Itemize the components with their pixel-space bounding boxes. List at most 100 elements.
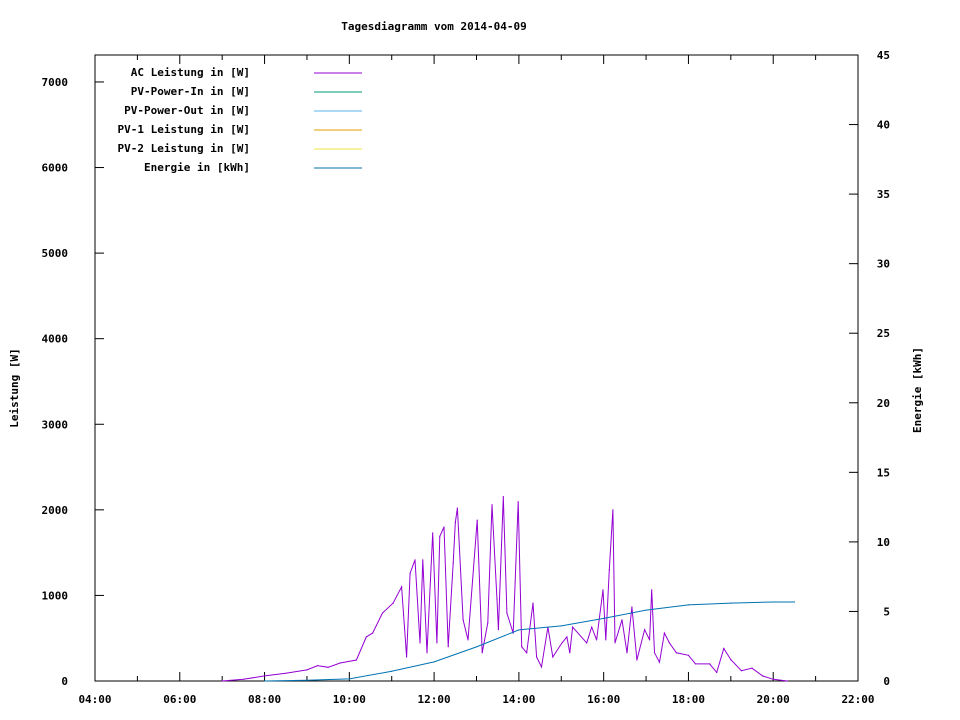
data-point xyxy=(381,612,384,614)
y2-tick-label: 30 xyxy=(877,258,890,271)
data-point xyxy=(405,656,408,658)
x-tick-label: 16:00 xyxy=(587,693,620,706)
data-point xyxy=(517,501,519,503)
data-point xyxy=(596,639,598,641)
data-point xyxy=(668,642,670,644)
data-point xyxy=(687,604,690,606)
legend-label: AC Leistung in [W] xyxy=(131,66,250,79)
data-point xyxy=(526,652,528,654)
y-tick-label: 7000 xyxy=(42,76,69,89)
data-point xyxy=(561,642,563,644)
y2-tick-label: 20 xyxy=(877,397,890,410)
data-point xyxy=(552,656,554,658)
data-point xyxy=(626,652,628,654)
data-point xyxy=(535,656,538,658)
y2-axis-label: Energie [kWh] xyxy=(911,347,924,433)
y-tick-label: 5000 xyxy=(42,247,69,260)
y2-tick-label: 40 xyxy=(877,119,890,132)
data-point xyxy=(675,652,678,654)
x-tick-label: 08:00 xyxy=(248,693,281,706)
data-point xyxy=(348,678,350,680)
data-point xyxy=(419,642,421,644)
data-point xyxy=(432,532,434,534)
legend-label: PV-Power-Out in [W] xyxy=(124,104,250,117)
y-tick-label: 4000 xyxy=(42,333,69,346)
data-point xyxy=(476,519,478,521)
data-point xyxy=(730,602,732,604)
data-point xyxy=(496,599,498,601)
data-point xyxy=(560,625,562,627)
y2-tick-label: 15 xyxy=(877,466,890,479)
data-point xyxy=(365,636,367,638)
data-point xyxy=(355,659,357,661)
data-point xyxy=(391,670,393,672)
x-tick-label: 20:00 xyxy=(757,693,790,706)
y2-tick-label: 0 xyxy=(883,675,890,688)
y2-tick-label: 10 xyxy=(877,536,890,549)
data-point xyxy=(475,646,478,648)
data-point xyxy=(569,652,571,654)
data-point xyxy=(339,662,341,664)
x-tick-label: 14:00 xyxy=(502,693,535,706)
data-point xyxy=(687,654,690,656)
data-point xyxy=(401,586,403,588)
data-point xyxy=(392,602,394,604)
y2-tick-label: 5 xyxy=(883,605,890,618)
data-point xyxy=(502,495,504,498)
data-point xyxy=(487,622,489,624)
data-point xyxy=(497,629,500,631)
data-point xyxy=(422,559,424,561)
data-point xyxy=(723,647,725,650)
series-line-0 xyxy=(222,496,788,682)
data-point xyxy=(605,639,607,641)
legend-label: PV-1 Leistung in [W] xyxy=(118,123,250,136)
data-point xyxy=(414,559,416,561)
y-tick-label: 2000 xyxy=(42,504,69,517)
data-point xyxy=(716,671,718,674)
legend-label: PV-2 Leistung in [W] xyxy=(118,142,250,155)
y-tick-label: 6000 xyxy=(42,162,69,175)
data-point xyxy=(481,652,483,654)
data-point xyxy=(614,642,616,644)
data-point xyxy=(571,626,574,628)
data-point xyxy=(285,672,287,674)
data-point xyxy=(651,589,653,591)
data-point xyxy=(221,680,223,682)
x-tick-label: 22:00 xyxy=(841,693,874,706)
legend-label: Energie in [kWh] xyxy=(144,161,250,174)
data-point xyxy=(491,504,493,506)
data-point xyxy=(762,675,764,677)
data-point xyxy=(636,659,638,661)
data-point xyxy=(566,636,568,638)
data-point xyxy=(433,661,435,663)
x-tick-label: 06:00 xyxy=(163,693,196,706)
y-tick-label: 3000 xyxy=(42,418,69,431)
data-point xyxy=(436,642,438,644)
series-line-1 xyxy=(264,601,795,682)
data-point xyxy=(658,661,661,663)
y2-tick-label: 35 xyxy=(877,188,890,201)
legend-label: PV-Power-In in [W] xyxy=(131,85,250,98)
x-tick-label: 04:00 xyxy=(78,693,111,706)
data-point xyxy=(621,619,623,621)
data-point xyxy=(316,664,319,667)
data-point xyxy=(456,507,459,509)
data-point xyxy=(602,589,604,591)
y2-tick-label: 45 xyxy=(877,49,890,62)
data-point xyxy=(751,667,753,669)
data-point xyxy=(586,642,588,644)
y-tick-label: 1000 xyxy=(42,589,69,602)
data-point xyxy=(540,666,543,668)
data-point xyxy=(730,659,732,661)
data-point xyxy=(772,678,774,680)
data-point xyxy=(786,680,788,682)
data-point xyxy=(793,601,796,603)
data-point xyxy=(645,609,647,611)
x-tick-label: 18:00 xyxy=(672,693,705,706)
data-point xyxy=(452,562,454,564)
data-point xyxy=(591,626,593,628)
data-point xyxy=(518,629,520,631)
data-point xyxy=(467,639,469,641)
data-point xyxy=(644,629,646,631)
